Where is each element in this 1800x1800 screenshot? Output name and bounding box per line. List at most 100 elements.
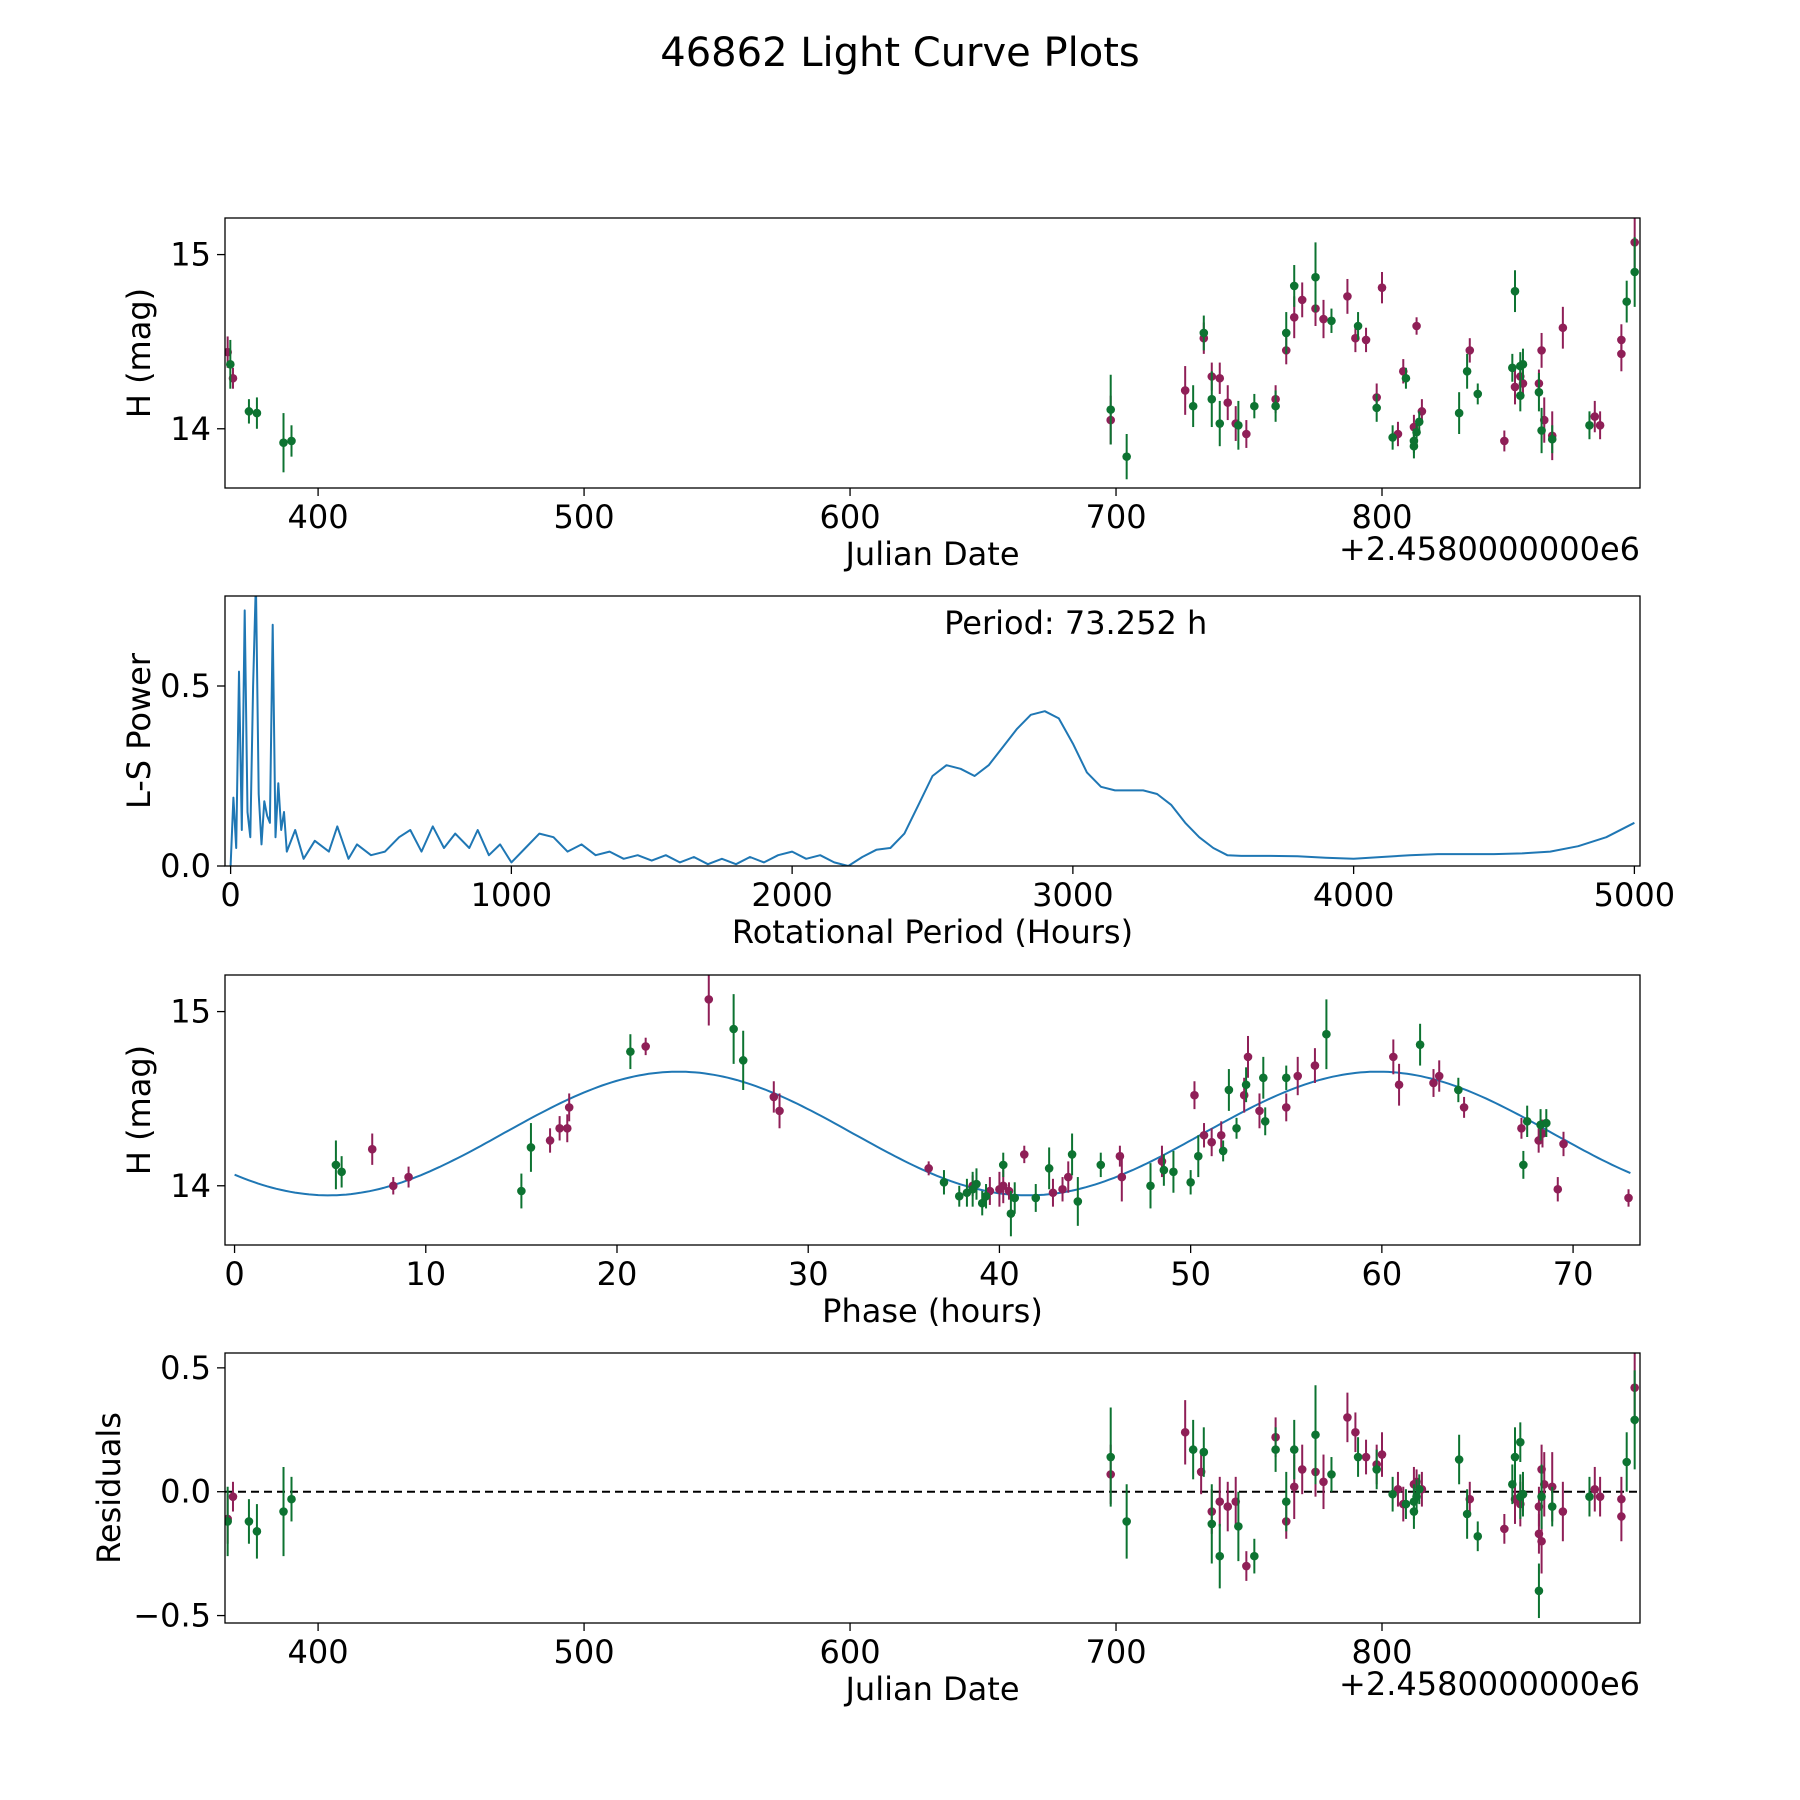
residuals-xtick-label: 500 — [554, 1633, 615, 1671]
residuals-ytick-label: 0.0 — [160, 1473, 211, 1511]
residuals-data-point — [1250, 1551, 1259, 1561]
phased-data-point — [1146, 1181, 1155, 1191]
phased-data-point — [331, 1160, 341, 1170]
lightcurve-data-point — [1585, 420, 1594, 430]
phased-data-point — [1169, 1167, 1178, 1177]
residuals-data-point — [1289, 1445, 1299, 1454]
residuals-data-point — [1242, 1561, 1251, 1571]
residuals-data-point — [1473, 1532, 1483, 1541]
residuals-data-point — [1454, 1455, 1464, 1464]
phased-xtick-label: 50 — [1170, 1255, 1211, 1293]
residuals-data-point — [1343, 1413, 1352, 1422]
residuals-data-point — [1319, 1477, 1328, 1487]
phased-data-point — [1459, 1103, 1469, 1112]
lightcurve-data-point — [1412, 321, 1421, 331]
phased-data-point — [1117, 1172, 1127, 1182]
residuals-xtick-label: 700 — [1085, 1633, 1146, 1671]
residuals-data-point — [287, 1494, 296, 1504]
phased-data-point — [1207, 1137, 1216, 1147]
phased-data-point — [367, 1144, 377, 1154]
residuals-data-point — [1622, 1457, 1632, 1467]
phased-panel: Phase (hours) H (mag) 0 10 20 30 40 50 60 70 14 1… — [120, 974, 1641, 1330]
phased-data-point — [972, 1179, 981, 1189]
phased-data-point — [1522, 1117, 1532, 1126]
residuals-data-point — [1537, 1536, 1546, 1546]
lightcurve-data-point — [1215, 419, 1225, 428]
phased-data-point — [981, 1191, 991, 1201]
residuals-xtick-label: 800 — [1351, 1633, 1412, 1671]
phased-data-point — [998, 1160, 1008, 1170]
lightcurve-data-point — [279, 438, 288, 448]
lightcurve-data-point — [1250, 401, 1259, 411]
phased-xtick-label: 60 — [1361, 1255, 1402, 1293]
residuals-data-point — [1207, 1519, 1217, 1529]
phased-xlabel: Phase (hours) — [822, 1292, 1043, 1330]
residuals-xlabel: Julian Date — [843, 1670, 1019, 1708]
phased-data-point — [517, 1186, 526, 1196]
lightcurve-data-point — [1454, 408, 1464, 418]
periodogram-panel: Rotational Period (Hours) L-S Power Peri… — [120, 595, 1675, 951]
phased-data-point — [1006, 1209, 1016, 1218]
lightcurve-data-point — [1234, 420, 1243, 430]
lightcurve-data-point — [1500, 436, 1509, 446]
phased-data-point — [1190, 1090, 1199, 1100]
phased-data-point — [1624, 1193, 1633, 1203]
lightcurve-data-point — [1510, 382, 1520, 392]
phased-data-point — [545, 1136, 555, 1145]
phased-data-point — [1415, 1040, 1425, 1049]
phased-data-point — [1019, 1150, 1029, 1159]
lightcurve-data-point — [1297, 295, 1307, 305]
residuals-data-point — [1215, 1497, 1225, 1506]
residuals-data-point — [1590, 1484, 1600, 1494]
lightcurve-data-point — [1289, 281, 1299, 291]
lightcurve-points — [225, 218, 1639, 480]
lightcurve-data-point — [226, 360, 235, 369]
lightcurve-data-point — [1377, 283, 1387, 292]
phased-data-point — [1073, 1197, 1083, 1206]
lightcurve-data-point — [1223, 398, 1233, 407]
phased-data-point — [769, 1092, 779, 1102]
phased-data-point — [1243, 1052, 1253, 1062]
residuals-data-point — [244, 1517, 254, 1526]
phased-data-point — [1559, 1139, 1568, 1149]
lightcurve-data-point — [1372, 403, 1381, 413]
phased-data-point — [562, 1123, 572, 1133]
phased-data-point — [1239, 1090, 1249, 1100]
lightcurve-data-point — [1281, 328, 1291, 338]
phased-data-point — [1389, 1052, 1398, 1062]
lightcurve-data-point — [1622, 297, 1632, 306]
residuals-data-point — [1516, 1437, 1525, 1447]
phased-ylabel: H (mag) — [120, 1045, 158, 1175]
residuals-data-point — [1377, 1450, 1387, 1459]
residuals-data-point — [1271, 1445, 1280, 1454]
lightcurve-data-point — [1630, 267, 1639, 277]
phased-data-point — [1429, 1078, 1438, 1088]
lightcurve-axes-frame — [224, 217, 1641, 489]
lightcurve-data-point — [1473, 389, 1483, 399]
residuals-data-point — [1558, 1507, 1568, 1516]
phased-data-point — [704, 995, 714, 1004]
phased-data-point — [1281, 1103, 1291, 1112]
lightcurve-data-point — [1353, 321, 1363, 331]
lightcurve-data-point — [1462, 366, 1472, 376]
phased-data-point — [1553, 1184, 1563, 1194]
phased-data-point — [998, 1181, 1008, 1191]
phased-data-point — [1310, 1061, 1320, 1070]
phased-data-point — [1454, 1085, 1463, 1095]
residuals-ytick-label: −0.5 — [133, 1597, 211, 1635]
residuals-data-point — [1106, 1452, 1116, 1462]
phased-data-point — [775, 1106, 784, 1116]
phased-data-point — [1193, 1151, 1203, 1161]
periodogram-power-line — [229, 596, 1635, 866]
phased-data-point — [555, 1123, 564, 1133]
lightcurve-data-point — [1518, 360, 1528, 369]
phased-data-point — [526, 1143, 536, 1152]
residuals-data-point — [1289, 1482, 1299, 1492]
periodogram-xtick-label: 0 — [220, 876, 240, 914]
lightcurve-xtick-label: 600 — [820, 498, 881, 536]
residuals-data-point — [1122, 1517, 1131, 1526]
phased-data-point — [1241, 1080, 1251, 1090]
residuals-data-point — [1180, 1427, 1190, 1437]
lightcurve-data-point — [1180, 386, 1190, 395]
phased-data-point — [1519, 1160, 1528, 1170]
